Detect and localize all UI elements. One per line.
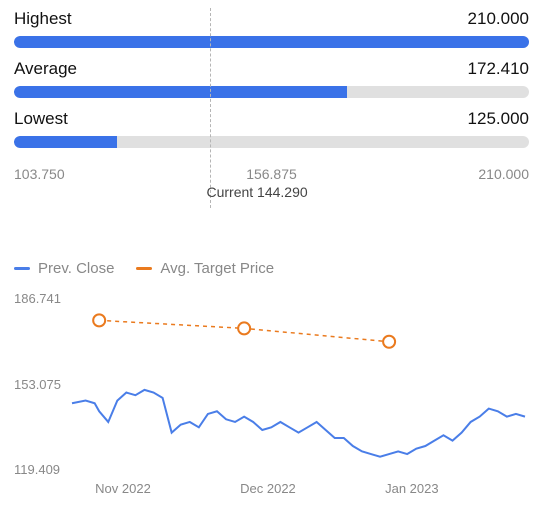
- xtick-2: Jan 2023: [385, 481, 439, 496]
- ytick-top: 186.741: [14, 291, 72, 306]
- bar-average: Average 172.410: [14, 58, 529, 98]
- ytick-mid: 153.075: [14, 377, 72, 392]
- bar-value-highest: 210.000: [468, 8, 529, 30]
- scale-mid: 156.875: [246, 166, 297, 182]
- legend-swatch-prev-close: [14, 267, 30, 270]
- legend-item-prev-close: Prev. Close: [14, 260, 114, 277]
- scale-min: 103.750: [14, 166, 65, 182]
- price-target-bars: Highest 210.000 Average 172.410 Lowest 1…: [14, 8, 529, 228]
- plot-area: [72, 297, 525, 477]
- bar-fill-highest: [14, 36, 529, 48]
- price-chart: 186.741 153.075 119.409 Nov 2022 Dec 202…: [14, 291, 529, 499]
- xtick-0: Nov 2022: [95, 481, 151, 496]
- scale-max: 210.000: [478, 166, 529, 182]
- bar-track: [14, 36, 529, 48]
- bar-value-average: 172.410: [468, 58, 529, 80]
- bar-lowest: Lowest 125.000: [14, 108, 529, 148]
- bar-fill-average: [14, 86, 347, 98]
- bar-fill-lowest: [14, 136, 117, 148]
- bar-label-average: Average: [14, 58, 77, 80]
- bar-track: [14, 86, 529, 98]
- legend-label-avg-target: Avg. Target Price: [160, 260, 274, 277]
- xtick-1: Dec 2022: [240, 481, 296, 496]
- chart-legend: Prev. Close Avg. Target Price: [14, 260, 529, 277]
- bar-track: [14, 136, 529, 148]
- bar-label-lowest: Lowest: [14, 108, 68, 130]
- x-axis-labels: Nov 2022 Dec 2022 Jan 2023: [72, 481, 525, 499]
- legend-swatch-avg-target: [136, 267, 152, 270]
- bar-value-lowest: 125.000: [468, 108, 529, 130]
- y-axis-labels: 186.741 153.075 119.409: [14, 291, 72, 477]
- legend-label-prev-close: Prev. Close: [38, 260, 114, 277]
- bar-scale: 103.750 156.875 210.000: [14, 166, 529, 182]
- bar-label-highest: Highest: [14, 8, 72, 30]
- legend-item-avg-target: Avg. Target Price: [136, 260, 274, 277]
- bar-highest: Highest 210.000: [14, 8, 529, 48]
- current-label: Current 144.290: [206, 184, 307, 200]
- ytick-bot: 119.409: [14, 462, 72, 477]
